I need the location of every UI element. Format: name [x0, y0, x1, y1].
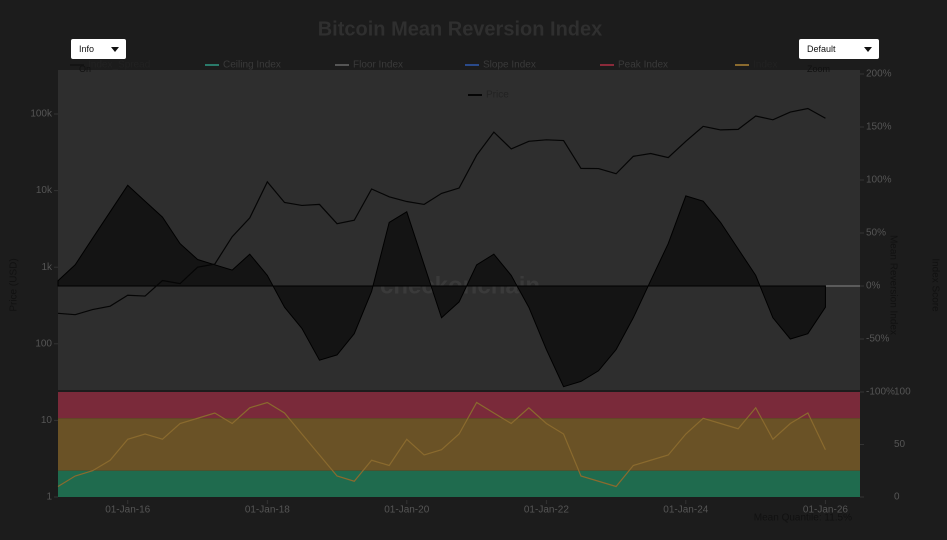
footnote: Mean Quantile: 11.5%	[754, 513, 852, 524]
y-tick-label: 100	[35, 338, 52, 349]
legend-label: Floor Index	[353, 60, 403, 71]
series-line	[57, 401, 826, 488]
info-dropdown[interactable]: Info On	[71, 39, 126, 74]
x-tick-label: 01-Jan-18	[245, 505, 290, 516]
y-tick-label: 100k	[30, 109, 53, 120]
y-tick-label: 1	[46, 492, 52, 503]
legend-label: Peak Index	[618, 60, 668, 71]
y-tick-label: 10k	[36, 185, 53, 196]
x-tick-label: 01-Jan-20	[384, 505, 429, 516]
y-tick-label: 10	[41, 415, 53, 426]
legend-label: Ceiling Index	[223, 60, 281, 71]
upper-panel	[58, 70, 860, 390]
zoom-dropdown[interactable]: Default Zoom	[799, 39, 879, 74]
x-tick-label: 01-Jan-24	[663, 505, 708, 516]
legend-label: Index_Spread	[88, 60, 150, 71]
y2-tick-label: 200%	[866, 69, 892, 80]
y3-tick-label: 100	[894, 387, 911, 398]
quantile-band	[58, 470, 860, 497]
y3-axis-title: Index Score	[929, 258, 940, 312]
y2-tick-label: -100%	[866, 387, 895, 398]
legend-label: Slope Index	[483, 60, 536, 71]
y2-tick-label: 100%	[866, 175, 892, 186]
y3-tick-label: 50	[894, 439, 906, 450]
legend-label: Price	[486, 90, 509, 101]
x-tick-label: 01-Jan-26	[803, 505, 848, 516]
y2-axis-title: Mean Reversion Index	[887, 235, 898, 335]
y-tick-label: 1k	[41, 262, 53, 273]
quantile-band	[58, 392, 860, 419]
quantile-band	[58, 418, 860, 471]
y2-tick-label: -50%	[866, 334, 889, 345]
y2-tick-label: 150%	[866, 122, 892, 133]
y2-tick-label: 0%	[866, 281, 881, 292]
legend-label: Index	[753, 60, 777, 71]
y-axis-title: Price (USD)	[9, 258, 20, 311]
x-tick-label: 01-Jan-22	[524, 505, 569, 516]
index-spread-area	[57, 184, 826, 388]
series-line	[57, 107, 826, 316]
chart-title: Bitcoin Mean Reversion Index	[318, 18, 603, 40]
x-tick-label: 01-Jan-16	[105, 505, 150, 516]
y2-tick-label: 50%	[866, 228, 886, 239]
y3-tick-label: 0	[894, 492, 900, 503]
